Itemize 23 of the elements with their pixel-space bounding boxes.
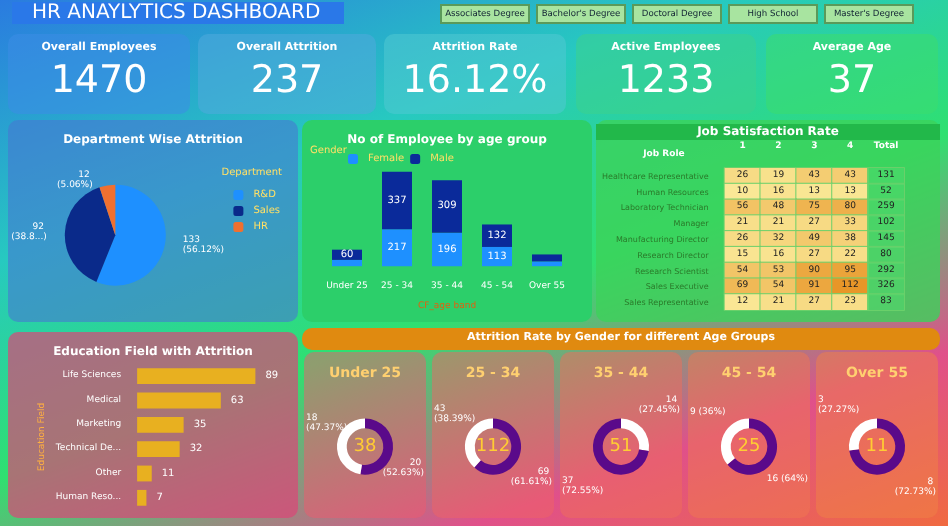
text: 237 [248,58,326,102]
text: 112 [475,436,511,457]
text: 1233 [615,58,717,102]
bar [332,259,362,267]
bar [432,180,462,233]
bar [137,416,184,433]
bar [137,368,256,385]
bar [532,261,562,267]
text: 25 [737,436,761,457]
text: 37 [825,58,879,102]
text: 38 [353,436,377,457]
bar [382,171,412,230]
bar [382,229,412,267]
text: 51 [609,436,633,457]
bar [137,489,147,506]
bar [137,465,152,482]
bar [137,441,180,458]
text: 16.12% [400,58,550,102]
bar [137,392,221,409]
text: 11 [865,436,889,457]
text: 1470 [48,58,150,102]
text: HR ANAYLYTICS DASHBOARD [12,2,345,24]
bar [532,254,562,262]
